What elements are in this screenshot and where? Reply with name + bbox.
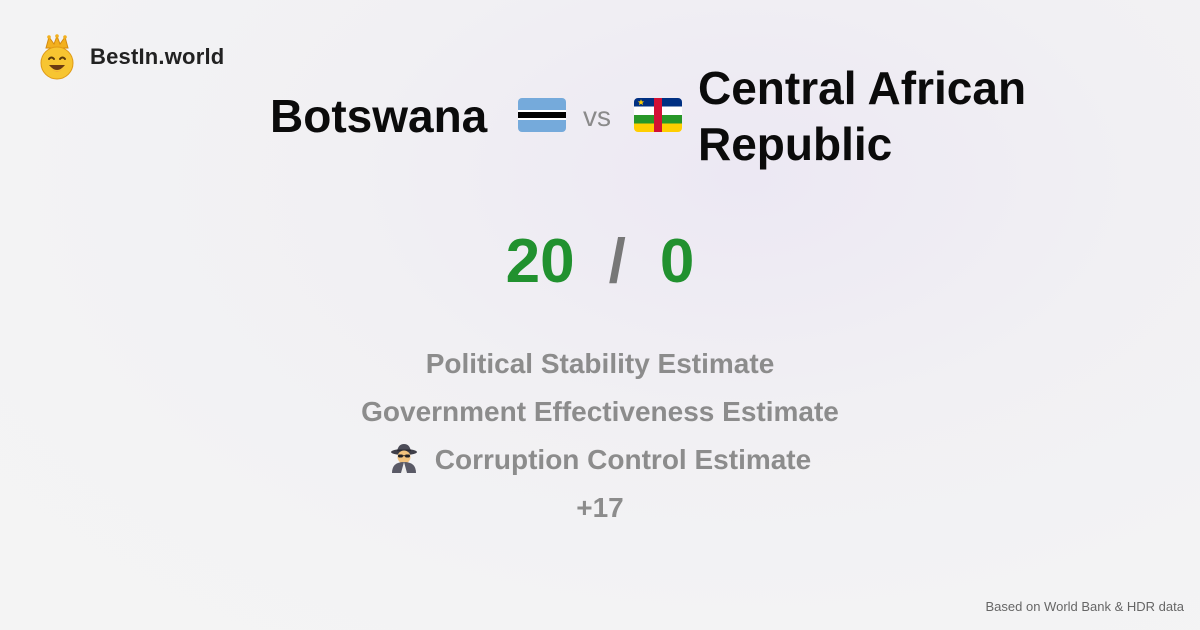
botswana-flag-icon xyxy=(518,98,566,132)
data-source-note: Based on World Bank & HDR data xyxy=(985,599,1184,614)
score-separator: / xyxy=(608,227,626,296)
metric-government-effectiveness[interactable]: Government Effectiveness Estimate xyxy=(0,388,1200,436)
metric-political-stability[interactable]: Political Stability Estimate xyxy=(0,340,1200,388)
country-a-name[interactable]: Botswana xyxy=(270,90,488,142)
metric-label: Corruption Control Estimate xyxy=(434,444,812,475)
central-african-republic-flag-icon xyxy=(634,98,682,132)
score-display: 20 / 0 xyxy=(0,222,1200,302)
brand-name: BestIn.world xyxy=(90,44,225,69)
more-metrics-count[interactable]: +17 xyxy=(576,492,624,523)
comparison-headline: Botswana vs Central African Republic xyxy=(0,60,1200,174)
spy-detective-icon xyxy=(390,444,417,473)
brand-logo[interactable]: BestIn.world xyxy=(38,34,224,80)
crowned-smiley-icon xyxy=(40,34,74,80)
metric-label: Government Effectiveness Estimate xyxy=(361,396,839,427)
score-b: 0 xyxy=(659,227,695,296)
country-b-name[interactable]: Central African Republic xyxy=(698,62,1027,170)
metric-corruption-control[interactable]: Corruption Control Estimate xyxy=(0,436,1200,484)
vs-label: vs xyxy=(583,101,611,132)
score-a: 20 xyxy=(505,227,575,296)
metric-label: Political Stability Estimate xyxy=(425,348,775,379)
metrics-list: Political Stability Estimate Government … xyxy=(0,340,1200,532)
